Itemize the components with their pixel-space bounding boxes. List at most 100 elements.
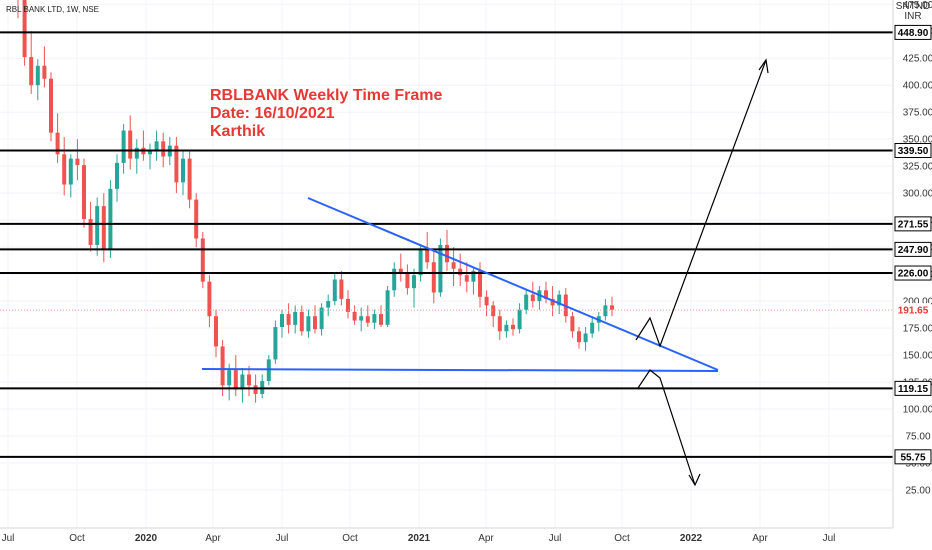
candle-body bbox=[200, 238, 205, 282]
grid bbox=[0, 0, 893, 528]
candle-body bbox=[497, 316, 502, 332]
x-tick-label: 2020 bbox=[135, 533, 158, 544]
symbol-title: RBL BANK LTD, 1W, NSE bbox=[6, 5, 99, 14]
x-tick-label: Apr bbox=[205, 533, 221, 544]
candle-body bbox=[339, 279, 344, 299]
level-label: 448.90 bbox=[898, 28, 929, 39]
candlestick-series bbox=[17, 0, 614, 403]
support-trendline bbox=[201, 368, 719, 372]
candle-body bbox=[352, 311, 357, 321]
y-tick-label: 200.00 bbox=[903, 297, 932, 308]
candle-body bbox=[75, 158, 80, 166]
candle-body bbox=[154, 141, 159, 150]
candle-body bbox=[240, 374, 245, 390]
candle-body bbox=[273, 327, 278, 360]
candle-body bbox=[214, 316, 218, 347]
x-tick-label: Jul bbox=[276, 533, 289, 544]
candle-body bbox=[517, 309, 522, 330]
level-label-box bbox=[894, 380, 932, 396]
candle-body bbox=[392, 268, 397, 291]
candle-body bbox=[346, 298, 350, 312]
candle-body bbox=[121, 130, 126, 163]
annotation-line-1: RBLBANK Weekly Time Frame bbox=[210, 87, 442, 104]
x-tick-label: Oct bbox=[342, 533, 358, 544]
candle-body bbox=[326, 301, 331, 308]
candle-body bbox=[438, 244, 443, 293]
candle-body bbox=[379, 314, 383, 325]
y-tick-label: 400.00 bbox=[903, 81, 932, 92]
arrowhead-up bbox=[758, 58, 769, 74]
candle-body bbox=[603, 305, 608, 317]
breakout-arrow-up bbox=[635, 59, 767, 348]
candle-body bbox=[148, 149, 152, 155]
x-tick-label: Jul bbox=[2, 533, 15, 544]
candle-body bbox=[425, 249, 430, 263]
y-tick-label: 100.00 bbox=[903, 405, 932, 416]
candle-body bbox=[530, 294, 535, 302]
candle-body bbox=[577, 331, 581, 343]
candle-body bbox=[55, 132, 60, 155]
x-tick-label: Oct bbox=[614, 533, 630, 544]
breakdown-arrow-down bbox=[637, 369, 696, 486]
candle-body bbox=[174, 145, 179, 183]
candle-body bbox=[313, 316, 317, 330]
candle-body bbox=[101, 206, 106, 250]
time-axis[interactable]: Jul Oct 2020 Apr Jul Oct 2021 Apr Jul Oct 2022 Apr J… bbox=[2, 533, 836, 544]
level-label-box bbox=[894, 143, 932, 159]
candle-body bbox=[524, 294, 529, 310]
candle-body bbox=[405, 273, 410, 289]
candle-body bbox=[398, 268, 403, 274]
x-tick-label: Jul bbox=[549, 533, 562, 544]
level-label: 226.00 bbox=[898, 269, 929, 280]
y-tick-label: 475.00 bbox=[903, 0, 932, 11]
candle-body bbox=[610, 305, 614, 310]
y-tick-label: 300.00 bbox=[903, 189, 932, 200]
candle-body bbox=[134, 147, 139, 159]
candle-body bbox=[115, 162, 119, 189]
y-tick-label: 425.00 bbox=[903, 54, 932, 65]
x-tick-label: Oct bbox=[69, 533, 85, 544]
x-tick-label: Apr bbox=[752, 533, 768, 544]
level-label: 247.90 bbox=[898, 245, 929, 256]
candle-body bbox=[550, 298, 555, 306]
arrowhead-down bbox=[688, 473, 701, 487]
candle-body bbox=[88, 219, 93, 245]
candle-body bbox=[365, 316, 370, 323]
candle-body bbox=[319, 307, 324, 330]
level-label-box bbox=[894, 216, 932, 232]
candle-body bbox=[207, 281, 212, 317]
candle-body bbox=[280, 314, 284, 328]
candle-body bbox=[82, 165, 86, 220]
candle-body bbox=[227, 370, 232, 386]
candle-body bbox=[445, 244, 449, 263]
x-tick-label: 2021 bbox=[408, 533, 431, 544]
trend-drawings bbox=[201, 58, 769, 487]
annotation-line-3: Karthik bbox=[210, 123, 265, 140]
candle-body bbox=[299, 311, 304, 332]
level-price-labels: 448.90 339.50 271.55 247.90 226.00 119.15 55.7… bbox=[894, 24, 932, 465]
candle-body bbox=[187, 158, 192, 200]
candle-body bbox=[22, 0, 27, 58]
candle-body bbox=[161, 141, 166, 157]
level-label: 271.55 bbox=[898, 219, 929, 230]
y-tick-label: 350.00 bbox=[903, 135, 932, 146]
annotation-line-2: Date: 16/10/2021 bbox=[210, 105, 335, 122]
y-tick-label: 175.00 bbox=[903, 324, 932, 335]
level-label: 55.75 bbox=[900, 452, 925, 463]
candle-body bbox=[491, 305, 496, 317]
candle-body bbox=[128, 130, 133, 159]
candle-body bbox=[233, 370, 238, 390]
x-tick-label: 2022 bbox=[680, 533, 703, 544]
x-tick-label: Apr bbox=[478, 533, 494, 544]
y-tick-label: 150.00 bbox=[903, 351, 932, 362]
y-tick-label: 375.00 bbox=[903, 108, 932, 119]
candle-body bbox=[478, 270, 482, 297]
last-price-label-box bbox=[895, 303, 931, 318]
candle-body bbox=[458, 268, 463, 276]
candle-body bbox=[557, 294, 562, 306]
candle-body bbox=[247, 374, 251, 386]
candle-body bbox=[359, 316, 364, 321]
candle-body bbox=[372, 314, 377, 323]
